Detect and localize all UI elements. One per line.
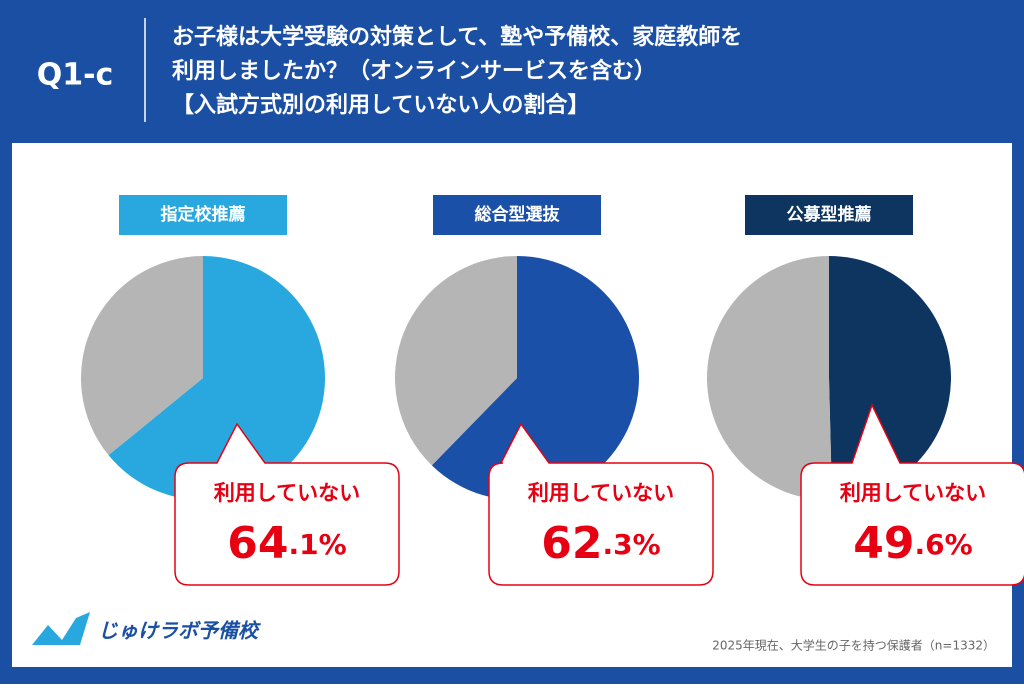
value-label: 64.1%	[227, 518, 346, 569]
title-line: 利用しましたか？（オンラインサービスを含む）	[172, 58, 656, 84]
title-line: お子様は大学受験の対策として、塾や予備校、家庭教師を	[172, 24, 742, 50]
value-label-main: 49	[853, 518, 914, 569]
callout	[800, 403, 1024, 586]
logo: じゅけラボ予備校	[32, 612, 261, 645]
pie-title: 指定校推薦	[161, 204, 246, 225]
callout-label: 利用していない	[528, 481, 674, 505]
pie-slice	[431, 256, 640, 500]
value-label-main: 64	[227, 518, 288, 569]
value-label-sub: .6%	[915, 528, 973, 561]
callout-label: 利用していない	[214, 481, 360, 505]
badge: Q1-c	[37, 58, 114, 93]
value-label: 62.3%	[541, 518, 660, 569]
logo-text: じゅけラボ予備校	[98, 619, 261, 643]
title-line: 【入試方式別の利用していない人の割合】	[172, 92, 589, 118]
value-label-sub: .3%	[603, 528, 661, 561]
footnote: 2025年現在、大学生の子を持つ保護者（n=1332）	[712, 638, 995, 653]
value-label-main: 62	[541, 518, 602, 569]
value-label-sub: .1%	[289, 528, 347, 561]
pie-slice	[81, 256, 203, 456]
pie-slice	[108, 256, 326, 500]
pie-title: 公募型推薦	[787, 204, 872, 225]
pie-slice	[706, 255, 833, 501]
pie-slice	[395, 256, 517, 466]
pie-title-box	[745, 195, 913, 235]
value-label: 49.6%	[853, 518, 972, 569]
pie-title-box	[119, 195, 287, 235]
pie-title: 総合型選抜	[475, 204, 561, 225]
pie-title-box	[433, 195, 601, 235]
callout	[174, 422, 400, 586]
callout	[488, 422, 714, 586]
callout-label: 利用していない	[840, 481, 986, 505]
logo-icon	[32, 612, 90, 645]
